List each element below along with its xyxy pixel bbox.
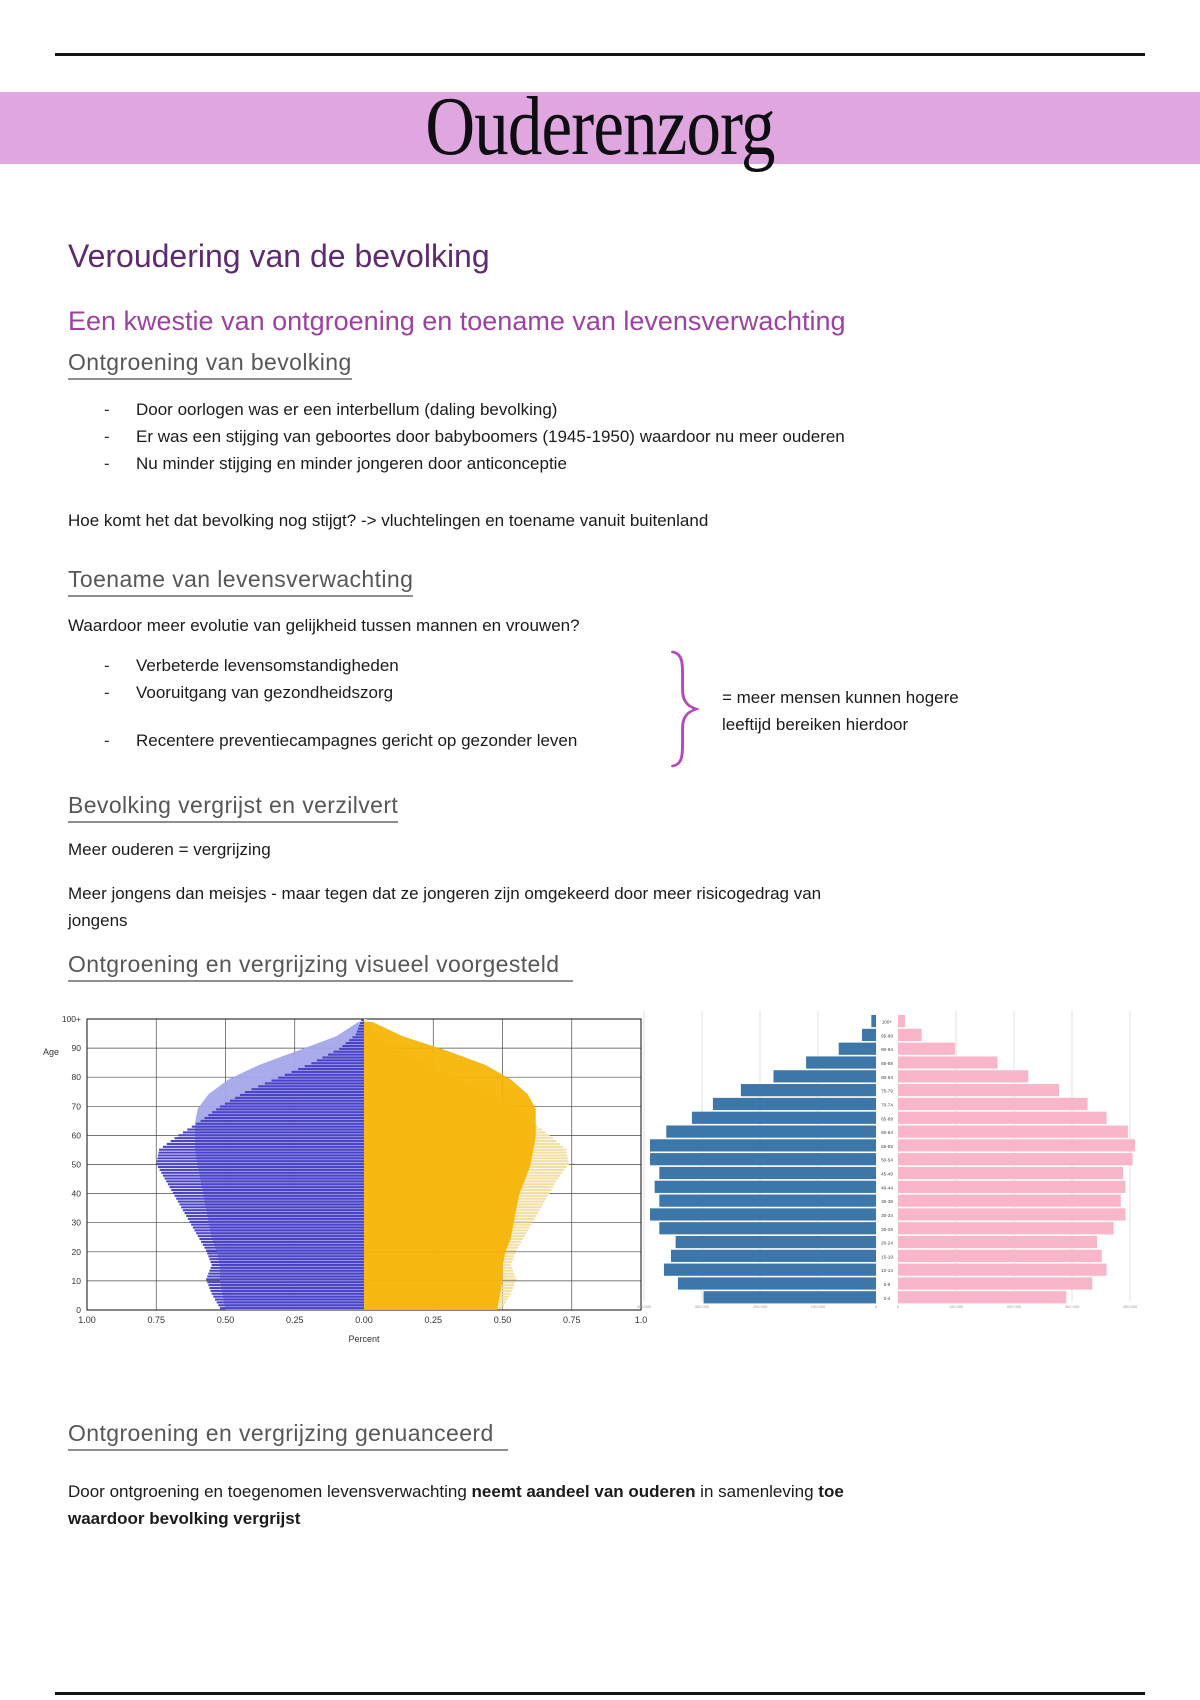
bottom-rule	[55, 1692, 1145, 1695]
page-title: Ouderenzorg	[425, 80, 775, 173]
title-banner: Ouderenzorg	[0, 80, 1200, 173]
svg-text:1.0: 1.0	[635, 1315, 648, 1325]
svg-text:30: 30	[72, 1218, 82, 1228]
svg-text:60: 60	[72, 1130, 82, 1140]
svg-text:400 000: 400 000	[1123, 1304, 1138, 1309]
top-rule	[55, 53, 1145, 56]
section-title-vergrijst: Bevolking vergrijst en verzilvert	[68, 792, 399, 823]
closing-text-segment: neemt aandeel van ouderen	[471, 1482, 696, 1501]
svg-text:0: 0	[875, 1304, 878, 1309]
svg-text:45-49: 45-49	[881, 1172, 893, 1177]
bullet-list-levensverwachting: Verbeterde levensomstandigheden Vooruitg…	[68, 652, 577, 754]
section-title-visueel: Ontgroening en vergrijzing visueel voorg…	[68, 951, 574, 982]
svg-text:0.50: 0.50	[217, 1315, 235, 1325]
svg-text:40-44: 40-44	[881, 1185, 893, 1190]
svg-text:85-89: 85-89	[881, 1061, 893, 1066]
svg-text:25-29: 25-29	[881, 1227, 893, 1232]
svg-text:100+: 100+	[882, 1020, 893, 1025]
svg-text:15-19: 15-19	[881, 1254, 893, 1259]
svg-text:0: 0	[897, 1304, 900, 1309]
svg-text:0.50: 0.50	[494, 1315, 512, 1325]
section-title-ontgroening: Ontgroening van bevolking	[68, 349, 352, 380]
svg-text:75-79: 75-79	[881, 1089, 893, 1094]
svg-text:5-9: 5-9	[884, 1282, 891, 1287]
svg-text:70: 70	[72, 1101, 82, 1111]
svg-text:65-69: 65-69	[881, 1116, 893, 1121]
svg-text:300 000: 300 000	[1065, 1304, 1080, 1309]
paragraph-bevolking-stijgt: Hoe komt het dat bevolking nog stijgt? -…	[68, 511, 709, 530]
svg-text:90: 90	[72, 1043, 82, 1053]
svg-text:95-99: 95-99	[881, 1033, 893, 1038]
section-title-toename: Toename van levensverwachting	[68, 566, 414, 597]
svg-text:20: 20	[72, 1247, 82, 1257]
svg-text:30-34: 30-34	[881, 1213, 893, 1218]
closing-text-segment: Door ontgroening en toegenomen levensver…	[68, 1482, 472, 1501]
list-item: Door oorlogen was er een interbellum (da…	[68, 396, 845, 423]
svg-text:0.75: 0.75	[563, 1315, 581, 1325]
list-item: Nu minder stijging en minder jongeren do…	[68, 450, 845, 477]
svg-text:80: 80	[72, 1072, 82, 1082]
svg-text:100 000: 100 000	[949, 1304, 964, 1309]
paragraph-jongens: Meer jongens dan meisjes - maar tegen da…	[68, 884, 822, 930]
list-item: Recentere preventiecampagnes gericht op …	[68, 727, 577, 754]
closing-text-segment: waardoor bevolking vergrijst	[68, 1509, 301, 1528]
list-item: Verbeterde levensomstandigheden	[68, 652, 577, 679]
svg-text:55-59: 55-59	[881, 1144, 893, 1149]
svg-text:100 000: 100 000	[811, 1304, 826, 1309]
svg-text:0.25: 0.25	[286, 1315, 304, 1325]
svg-text:0.25: 0.25	[424, 1315, 442, 1325]
svg-text:300 000: 300 000	[695, 1304, 710, 1309]
svg-text:70-74: 70-74	[881, 1102, 893, 1107]
svg-text:200 000: 200 000	[753, 1304, 768, 1309]
svg-text:0: 0	[76, 1305, 81, 1315]
svg-text:40: 40	[72, 1189, 82, 1199]
svg-text:Age: Age	[43, 1047, 59, 1057]
paragraph-vergrijzing: Meer ouderen = vergrijzing	[68, 840, 271, 859]
population-pyramid-bar-chart: 100+ 95-99 90-94 85-89 80-84 75-79 70-74 65-69 6…	[637, 1011, 1138, 1309]
svg-text:0.00: 0.00	[355, 1315, 373, 1325]
brace-note: = meer mensen kunnen hogere leeftijd ber…	[722, 684, 959, 738]
svg-text:90-94: 90-94	[881, 1047, 893, 1052]
closing-text-segment: in samenleving	[695, 1482, 819, 1501]
closing-paragraph: Door ontgroening en toegenomen levensver…	[68, 1478, 1058, 1532]
paragraph-waardoor: Waardoor meer evolutie van gelijkheid tu…	[68, 616, 580, 635]
svg-text:200 000: 200 000	[1007, 1304, 1022, 1309]
svg-text:80-84: 80-84	[881, 1075, 893, 1080]
brace-note-line: leeftijd bereiken hierdoor	[722, 715, 909, 734]
heading-veroudering: Veroudering van de bevolking	[68, 238, 490, 274]
svg-text:50-54: 50-54	[881, 1158, 893, 1163]
svg-text:0-4: 0-4	[884, 1296, 891, 1301]
population-pyramid-overlay-chart: 1.00 0.75 0.50 0.25 0.00 0.25 0.50 0.75 1.001020…	[43, 1014, 648, 1344]
svg-text:60-64: 60-64	[881, 1130, 893, 1135]
svg-text:50: 50	[72, 1160, 82, 1170]
closing-text-segment: toe	[818, 1482, 844, 1501]
svg-text:35-39: 35-39	[881, 1199, 893, 1204]
section-title-genuanceerd: Ontgroening en vergrijzing genuanceerd	[68, 1420, 508, 1451]
brace-note-line: = meer mensen kunnen hogere	[722, 688, 959, 707]
svg-text:400 000: 400 000	[637, 1304, 652, 1309]
subheading-kwestie: Een kwestie van ontgroening en toename v…	[68, 306, 846, 336]
svg-text:10: 10	[72, 1276, 82, 1286]
svg-text:10-14: 10-14	[881, 1268, 893, 1273]
list-item: Er was een stijging van geboortes door b…	[68, 423, 845, 450]
list-item: Vooruitgang van gezondheidszorg	[68, 679, 577, 706]
curly-brace-annotation	[671, 650, 701, 768]
svg-text:100+: 100+	[62, 1014, 81, 1024]
svg-text:20-24: 20-24	[881, 1241, 893, 1246]
svg-text:Percent: Percent	[348, 1334, 380, 1344]
bullet-list-ontgroening: Door oorlogen was er een interbellum (da…	[68, 396, 845, 477]
svg-text:1.00: 1.00	[78, 1315, 96, 1325]
svg-text:0.75: 0.75	[147, 1315, 165, 1325]
